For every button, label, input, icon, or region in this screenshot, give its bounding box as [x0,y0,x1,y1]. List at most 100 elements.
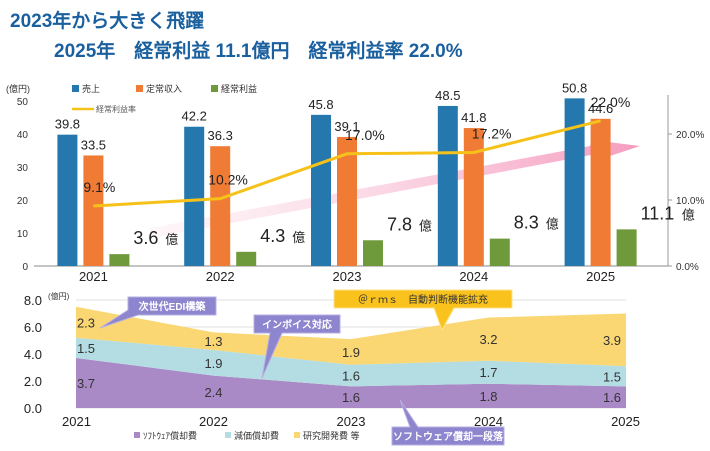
callout-box [333,289,513,332]
page-title: 2023年から大きく飛躍 [10,11,205,32]
area-value-label: 1.9 [204,356,222,371]
legend-label: 経常利益率 [96,104,136,114]
margin-line [93,119,601,208]
bar-value-label: 50.8 [562,80,587,95]
y-tick-label: 40 [17,130,29,141]
bar-value-label: 39.8 [55,117,80,132]
bar-売上 [564,98,585,266]
bar-経常利益 [616,229,637,266]
legend-swatch [72,85,79,92]
y-tick-label: 30 [17,163,29,174]
legend-swatch [134,432,140,438]
bar-value-label: 33.5 [81,137,106,152]
bar-定常収入 [83,155,104,266]
trend-arrow [150,140,640,238]
y2-tick-label: 20.0% [676,130,704,141]
area-value-label: 1.6 [603,390,621,405]
bar-経常利益 [236,251,257,266]
bar-value-label: 39.1 [334,119,359,134]
legend-label: 減価償却費 [234,430,279,441]
area-ｿﾌﾄｳｪｱ償却費 [76,358,626,408]
legend-label: 売上 [82,83,100,94]
bar-value-label: 11.1 [641,203,675,223]
y-axis-unit: (億円) [48,291,70,301]
y-tick-label: 0.0 [24,401,42,416]
x-tick-label: 2025 [611,414,640,429]
area-value-label: 1.7 [479,365,497,380]
line-value-label: 17.0% [345,127,385,143]
bar-経常利益 [489,238,510,266]
line-value-label: 17.2% [472,125,512,141]
bar-value-label: 48.5 [435,88,460,103]
bar-unit-label: 億 [682,207,695,222]
bar-売上 [311,114,331,266]
area-value-label: 1.5 [603,369,621,384]
y-tick-label: 6.0 [24,320,42,335]
area-value-label: 2.3 [77,315,95,330]
x-tick-label: 2024 [459,269,488,284]
legend-label: ｿﾌﾄｳｪｱ償却費 [143,430,197,441]
bar-value-label: 3.6 [133,228,158,248]
y-tick-label: 4.0 [24,347,42,362]
y-tick-label: 8.0 [24,293,42,308]
x-tick-label: 2022 [199,414,228,429]
line-value-label: 10.2% [208,172,248,188]
x-tick-label: 2021 [79,269,108,284]
legend-swatch [136,85,143,92]
bar-value-label: 4.3 [260,226,285,246]
bottom-chart: 0.0 2.0 4.0 6.0 8.0 (億円) 3.7 2.4 1.6 1.8 1.6 1.5 1.9… [24,289,640,446]
area-value-label: 1.9 [342,345,360,360]
bar-unit-label: 億 [419,218,432,233]
bar-定常収入 [210,146,231,266]
callout-box [391,399,505,446]
area-value-label: 3.7 [77,376,95,391]
bar-unit-label: 億 [165,232,178,247]
area-value-label: 3.9 [603,333,621,348]
callout-box [99,296,217,329]
y-tick-label: 20 [17,196,29,207]
x-tick-label: 2021 [62,414,91,429]
area-value-label: 1.5 [77,341,95,356]
bar-経常利益 [363,240,383,266]
bar-unit-label: 億 [546,217,559,232]
legend-swatch [211,85,218,92]
area-value-label: 1.6 [342,390,360,405]
bar-value-label: 7.8 [387,214,412,234]
bar-value-label: 42.2 [182,109,207,124]
bar-value-label: 45.8 [308,97,333,112]
x-tick-label: 2023 [333,269,362,284]
y-axis-unit: (億円) [6,83,30,94]
callout-label: ＠ｒｍｓ 自動判断機能拡充 [358,293,488,306]
legend-swatch [294,432,300,438]
x-tick-label: 2024 [474,414,503,429]
y2-tick-label: 0.0% [676,262,699,273]
callout-label: インボイス対応 [262,318,332,331]
bar-定常収入 [463,128,484,266]
callout-label: ソフトウェア償却一段落 [393,430,504,443]
bar-売上 [57,134,78,266]
y-tick-label: 10 [17,229,29,240]
bar-売上 [184,126,205,267]
bar-unit-label: 億 [292,230,305,245]
area-value-label: 2.4 [204,385,222,400]
area-value-label: 3.2 [479,332,497,347]
top-chart: (億円) 0 10 20 30 40 50 0.0% 10.0% 20.0% 売上 定常収入 経常利益経… [6,80,704,284]
bar-定常収入 [590,118,611,266]
area-value-label: 1.3 [204,334,222,349]
page-subtitle: 2025年 経常利益 11.1億円 経常利益率 22.0% [54,41,463,62]
legend-label: 定常収入 [146,83,182,94]
x-tick-label: 2023 [337,414,366,429]
legend-swatch [225,432,231,438]
callout-label: 次世代EDI構築 [139,300,207,313]
x-tick-label: 2022 [206,269,235,284]
line-value-label: 22.0% [591,94,631,110]
y2-tick-label: 10.0% [676,196,704,207]
y-tick-label: 50 [17,97,29,108]
area-研究開発費 等 [76,306,626,367]
legend-label: 経常利益 [221,83,257,94]
bar-value-label: 8.3 [514,213,539,233]
area-減価償却費 [76,337,626,387]
bar-売上 [437,105,458,266]
callout-box [253,314,341,379]
